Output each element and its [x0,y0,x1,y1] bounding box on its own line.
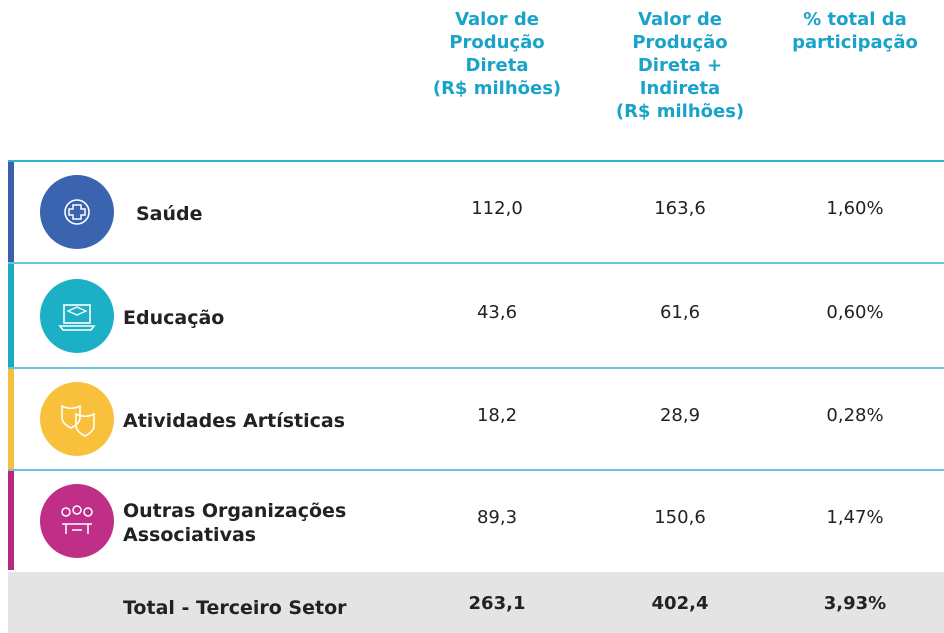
text-line: Direta [465,55,529,76]
text-line: % total da [803,9,907,30]
row-cell: 18,2 [476,405,518,426]
table-row: Outras Organizações Associativas 89,3 150,6… [8,471,944,570]
row-cell: 1,47% [826,506,884,528]
row-accent [8,264,14,367]
table-row: Saúde 112,0 163,6 1,60% [8,162,944,264]
total-cell: 263,1 [468,593,526,614]
row-icon [40,278,114,353]
column-header: % total da participação [765,8,944,54]
row-icon [40,382,114,456]
text-line: Atividades Artísticas [123,410,345,432]
row-accent [8,162,14,262]
table-row: Educação 43,6 61,6 0,60% [8,264,944,369]
row-accent [8,369,14,469]
row-label: Saúde [136,202,203,226]
text-line: Associativas [123,523,257,546]
total-cell: 3,93% [823,593,887,614]
column-header: Valor de Produção Direta (R$ milhões) [407,8,587,100]
row-cell: 43,6 [476,301,518,323]
text-line: Produção [632,32,728,53]
row-label: Educação [123,306,224,330]
text-line: Outras Organizações [123,499,347,522]
row-cell: 89,3 [476,506,518,528]
total-row: Total - Terceiro Setor 263,1 402,4 3,93% [8,572,944,633]
row-icon [40,175,114,249]
text-line: participação [792,32,918,53]
row-cell: 163,6 [654,198,706,219]
text-line: (R$ milhões) [615,101,745,122]
row-cell: 112,0 [471,198,523,219]
column-header: Valor de Produção Direta + Indireta (R$ milh… [590,8,770,123]
row-cell: 0,28% [826,405,884,426]
text-line: Valor de [638,9,722,30]
text-line: Indireta [639,78,721,99]
row-label: Outras Organizações Associativas [123,499,346,547]
text-line: Saúde [136,203,203,225]
text-line: Valor de [455,9,539,30]
header-rule [8,160,944,162]
table-row: Atividades Artísticas 18,2 28,9 0,28% [8,369,944,471]
row-cell: 1,60% [826,198,884,219]
row-accent [8,471,14,570]
row-cell: 150,6 [654,506,706,528]
text-line: Direta + [637,55,723,76]
total-label: Total - Terceiro Setor [123,597,347,619]
row-label: Atividades Artísticas [123,409,345,433]
row-icon [40,483,114,558]
text-line: Produção [449,32,545,53]
row-cell: 0,60% [826,301,884,323]
total-cell: 402,4 [651,593,709,614]
text-line: (R$ milhões) [432,78,562,99]
text-line: Educação [123,306,225,329]
row-cell: 61,6 [659,301,701,323]
row-cell: 28,9 [659,405,701,426]
